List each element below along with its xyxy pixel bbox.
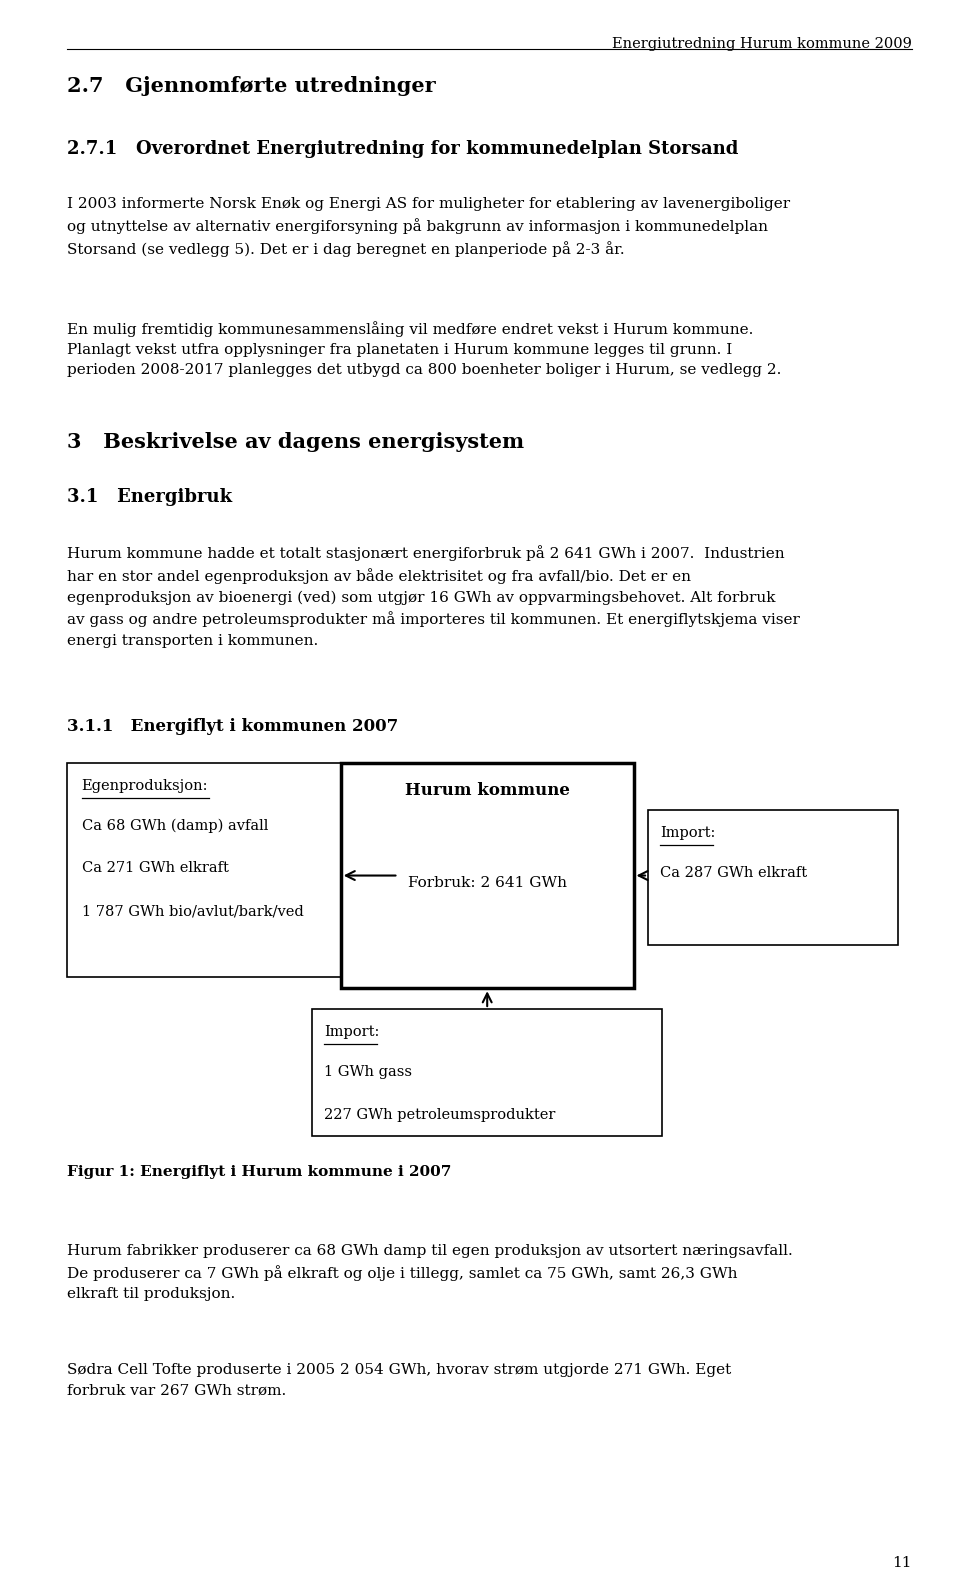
Text: Ca 287 GWh elkraft: Ca 287 GWh elkraft xyxy=(660,866,807,880)
Text: Ca 271 GWh elkraft: Ca 271 GWh elkraft xyxy=(82,861,228,876)
Text: Import:: Import: xyxy=(324,1025,380,1039)
Text: 1 GWh gass: 1 GWh gass xyxy=(324,1065,413,1079)
Text: 3.1.1   Energiflyt i kommunen 2007: 3.1.1 Energiflyt i kommunen 2007 xyxy=(67,718,398,736)
Text: 227 GWh petroleumsprodukter: 227 GWh petroleumsprodukter xyxy=(324,1108,556,1122)
Text: Hurum kommune hadde et totalt stasjonært energiforbruk på 2 641 GWh i 2007.  Ind: Hurum kommune hadde et totalt stasjonært… xyxy=(67,545,800,648)
Text: Hurum fabrikker produserer ca 68 GWh damp til egen produksjon av utsortert nærin: Hurum fabrikker produserer ca 68 GWh dam… xyxy=(67,1244,793,1301)
Text: Figur 1: Energiflyt i Hurum kommune i 2007: Figur 1: Energiflyt i Hurum kommune i 20… xyxy=(67,1165,451,1179)
Text: Forbruk: 2 641 GWh: Forbruk: 2 641 GWh xyxy=(408,877,566,890)
Bar xyxy=(67,763,398,977)
Text: En mulig fremtidig kommunesammenslåing vil medføre endret vekst i Hurum kommune.: En mulig fremtidig kommunesammenslåing v… xyxy=(67,321,781,377)
Text: Hurum kommune: Hurum kommune xyxy=(405,782,569,799)
Bar xyxy=(341,763,634,988)
Text: 3   Beskrivelse av dagens energisystem: 3 Beskrivelse av dagens energisystem xyxy=(67,432,524,453)
Text: Import:: Import: xyxy=(660,826,716,841)
Text: Ca 68 GWh (damp) avfall: Ca 68 GWh (damp) avfall xyxy=(82,818,268,833)
Text: 11: 11 xyxy=(893,1556,912,1570)
Text: 2.7   Gjennomførte utredninger: 2.7 Gjennomførte utredninger xyxy=(67,76,436,97)
Text: 2.7.1   Overordnet Energiutredning for kommunedelplan Storsand: 2.7.1 Overordnet Energiutredning for kom… xyxy=(67,140,738,157)
Text: 1 787 GWh bio/avlut/bark/ved: 1 787 GWh bio/avlut/bark/ved xyxy=(82,904,303,918)
Bar xyxy=(312,1009,662,1136)
Text: Egenproduksjon:: Egenproduksjon: xyxy=(82,779,208,793)
Text: 3.1   Energibruk: 3.1 Energibruk xyxy=(67,488,232,505)
Text: Energiutredning Hurum kommune 2009: Energiutredning Hurum kommune 2009 xyxy=(612,37,912,51)
Text: Sødra Cell Tofte produserte i 2005 2 054 GWh, hvorav strøm utgjorde 271 GWh. Ege: Sødra Cell Tofte produserte i 2005 2 054… xyxy=(67,1363,732,1397)
Text: I 2003 informerte Norsk Enøk og Energi AS for muligheter for etablering av laven: I 2003 informerte Norsk Enøk og Energi A… xyxy=(67,197,790,257)
Bar xyxy=(648,810,898,945)
